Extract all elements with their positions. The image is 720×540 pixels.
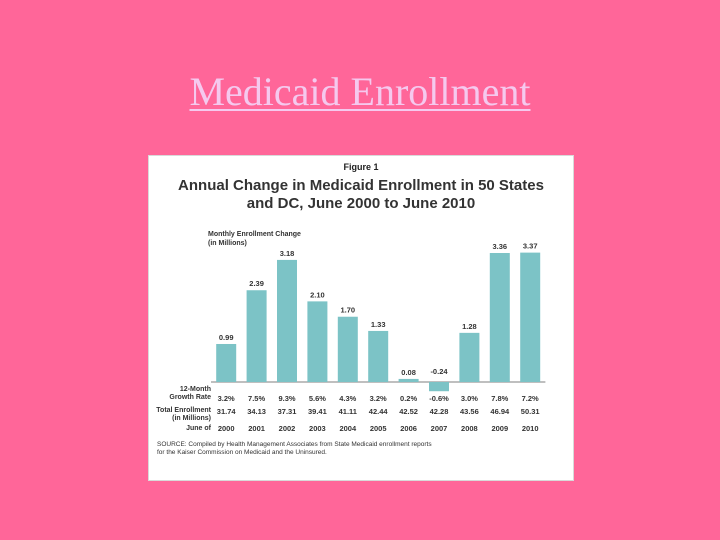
bar-value-label-2004: 1.70: [340, 306, 355, 315]
source-note: SOURCE: Compiled by Health Management As…: [157, 441, 487, 457]
chart-figure: Figure 1 Annual Change in Medicaid Enrol…: [148, 155, 574, 481]
bar-chart: 0.99 2.39 3.18 2.10 1.70 1.33 0.08 -0.24 1.28 3.3…: [211, 242, 546, 392]
growth-rate-2010: 7.2%: [521, 394, 539, 403]
year-label-2007: 2007: [430, 424, 448, 433]
figure-label: Figure 1: [343, 162, 379, 172]
bar-2006: [398, 378, 419, 382]
total-enrollment-2003: 39.41: [308, 407, 327, 416]
source-line1: SOURCE: Compiled by Health Management As…: [157, 441, 432, 448]
total-enrollment-2000: 31.74: [216, 407, 236, 416]
growth-rate-2001: 7.5%: [248, 394, 266, 403]
bar-2005: [368, 330, 389, 382]
source-line2: for the Kaiser Commission on Medicaid an…: [157, 449, 327, 456]
bar-2001: [246, 290, 267, 382]
total-enrollment-2006: 42.52: [399, 407, 418, 416]
growth-rate-label-line1: 12-Month: [179, 386, 211, 393]
bar-2010: [520, 252, 541, 382]
chart-title-line1: Annual Change in Medicaid Enrollment in …: [178, 177, 544, 194]
bar-2002: [277, 259, 297, 382]
chart-title-line2: and DC, June 2000 to June 2010: [246, 195, 476, 212]
growth-rate-2000: 3.2%: [217, 394, 235, 403]
bar-value-label-2006: 0.08: [401, 368, 416, 377]
y-axis-label-line2: (in Millions): [208, 240, 247, 247]
growth-rate-2005: 3.2%: [369, 394, 387, 403]
bar-value-label-2008: 1.28: [462, 322, 477, 331]
growth-rate-2009: 7.8%: [491, 394, 509, 403]
slide-title: Medicaid Enrollment: [189, 69, 531, 114]
bar-value-label-2005: 1.33: [371, 320, 386, 329]
growth-rate-2004: 4.3%: [339, 394, 357, 403]
total-enrollment-label-line2: (in Millions): [172, 415, 211, 422]
year-label-2008: 2008: [461, 424, 478, 433]
total-enrollment-2007: 42.28: [429, 407, 449, 416]
total-enrollment-2001: 34.13: [247, 407, 266, 416]
total-enrollment-label-line1: Total Enrollment: [156, 407, 211, 414]
growth-rate-2003: 5.6%: [308, 394, 326, 403]
bar-2000: [216, 343, 237, 382]
bar-value-label-2007: -0.24: [430, 367, 448, 376]
june-of-label: June of: [186, 425, 211, 432]
chart-title: Annual Change in Medicaid Enrollment in …: [149, 177, 573, 213]
growth-rate-2007: -0.6%: [429, 394, 449, 403]
bar-value-label-2003: 2.10: [310, 290, 325, 299]
year-label-2003: 2003: [309, 424, 326, 433]
y-axis-label: Monthly Enrollment Change (in Millions): [208, 230, 301, 248]
year-label-2002: 2002: [278, 424, 296, 433]
year-label-2006: 2006: [400, 424, 417, 433]
growth-rate-2006: 0.2%: [400, 394, 418, 403]
bar-2009: [489, 253, 510, 382]
bar-value-label-2009: 3.36: [492, 242, 507, 251]
year-label-2005: 2005: [369, 424, 387, 433]
year-label-2004: 2004: [339, 424, 357, 433]
growth-rate-label: 12-Month Growth Rate: [155, 386, 211, 402]
year-label-2009: 2009: [491, 424, 509, 433]
bar-value-label-2002: 3.18: [280, 249, 295, 258]
growth-rate-label-line2: Growth Rate: [169, 394, 211, 401]
bar-value-label-2001: 2.39: [249, 279, 264, 288]
total-enrollment-2009: 46.94: [490, 407, 510, 416]
total-enrollment-label: Total Enrollment (in Millions): [155, 407, 211, 423]
growth-rate-2002: 9.3%: [278, 394, 296, 403]
bar-2008: [459, 332, 480, 382]
bar-2004: [337, 316, 358, 382]
total-enrollment-2004: 41.11: [338, 407, 357, 416]
total-enrollment-2005: 42.44: [368, 407, 388, 416]
year-label-2000: 2000: [217, 424, 235, 433]
total-enrollment-2008: 43.56: [460, 407, 479, 416]
bar-2007: [429, 382, 449, 392]
bar-value-label-2010: 3.37: [523, 242, 538, 251]
bar-value-label-2000: 0.99: [219, 333, 234, 342]
total-enrollment-2002: 37.31: [277, 407, 297, 416]
y-axis-label-line1: Monthly Enrollment Change: [208, 231, 301, 238]
growth-rate-2008: 3.0%: [460, 394, 478, 403]
year-label-2001: 2001: [248, 424, 265, 433]
total-enrollment-2010: 50.31: [520, 407, 540, 416]
year-label-2010: 2010: [521, 424, 539, 433]
bar-2003: [307, 301, 328, 382]
